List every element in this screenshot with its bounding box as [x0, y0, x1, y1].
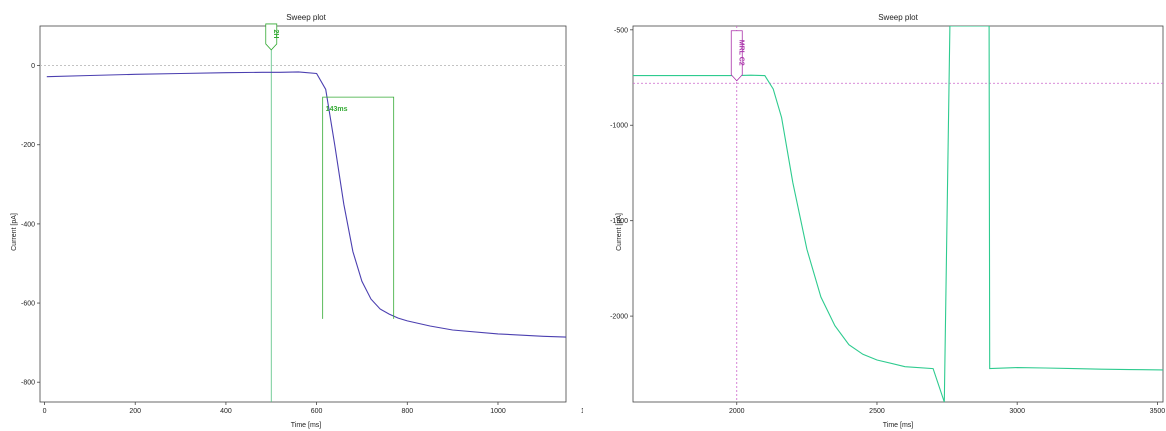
- cursor-flag: [730, 30, 743, 82]
- x-tick-label: 200: [129, 408, 141, 415]
- sweep-plot-right: Sweep plot Time [ms] Current [pA] 2000 25…: [583, 0, 1166, 431]
- x-tick-label: 0: [43, 408, 47, 415]
- x-tick-label: 3500: [1150, 408, 1166, 415]
- chart-title: Sweep plot: [878, 13, 918, 22]
- annotation-label: 143ms: [326, 106, 348, 113]
- x-tick-label: 800: [401, 408, 413, 415]
- y-tick-label: -500: [614, 27, 628, 34]
- x-tick-label: 400: [220, 408, 232, 415]
- y-axis-label: Current [pA]: [11, 213, 18, 251]
- x-axis-label: Time [ms]: [291, 422, 322, 429]
- x-tick-label: 2000: [729, 408, 745, 415]
- annotation-label: 2H: [272, 29, 279, 38]
- y-tick-label: -1000: [610, 123, 628, 130]
- series-line: [46, 71, 566, 338]
- x-tick-label: 600: [311, 408, 323, 415]
- y-axis-label: Current [pA]: [616, 213, 623, 251]
- x-tick-label: 1000: [490, 408, 506, 415]
- y-tick-label: -1500: [610, 218, 628, 225]
- y-tick-label: -2000: [610, 314, 628, 321]
- x-axis-label: Time [ms]: [883, 422, 914, 429]
- y-tick-label: 0: [31, 63, 35, 70]
- y-tick-label: -400: [21, 221, 35, 228]
- chart-svg: Sweep plot Time [ms] Current [pA] 2000 25…: [610, 13, 1166, 429]
- series-line: [633, 26, 1163, 402]
- chart-svg: Sweep plot Time [ms] Current [pA] 0 200 40…: [11, 13, 583, 429]
- y-tick-label: -800: [21, 380, 35, 387]
- plot-frame: [632, 25, 1164, 403]
- annotation-label: MRL C2: [737, 40, 744, 66]
- x-tick-label: 1200: [581, 408, 583, 415]
- x-tick-label: 2500: [869, 408, 885, 415]
- cursor-flag: [265, 23, 278, 51]
- duration-bracket: [322, 96, 395, 319]
- y-tick-label: -200: [21, 142, 35, 149]
- x-tick-label: 3000: [1009, 408, 1025, 415]
- y-tick-label: -600: [21, 301, 35, 308]
- sweep-plot-left: Sweep plot Time [ms] Current [pA] 0 200 40…: [11, 13, 583, 429]
- chart-title: Sweep plot: [286, 13, 326, 22]
- plot-frame: [39, 25, 567, 403]
